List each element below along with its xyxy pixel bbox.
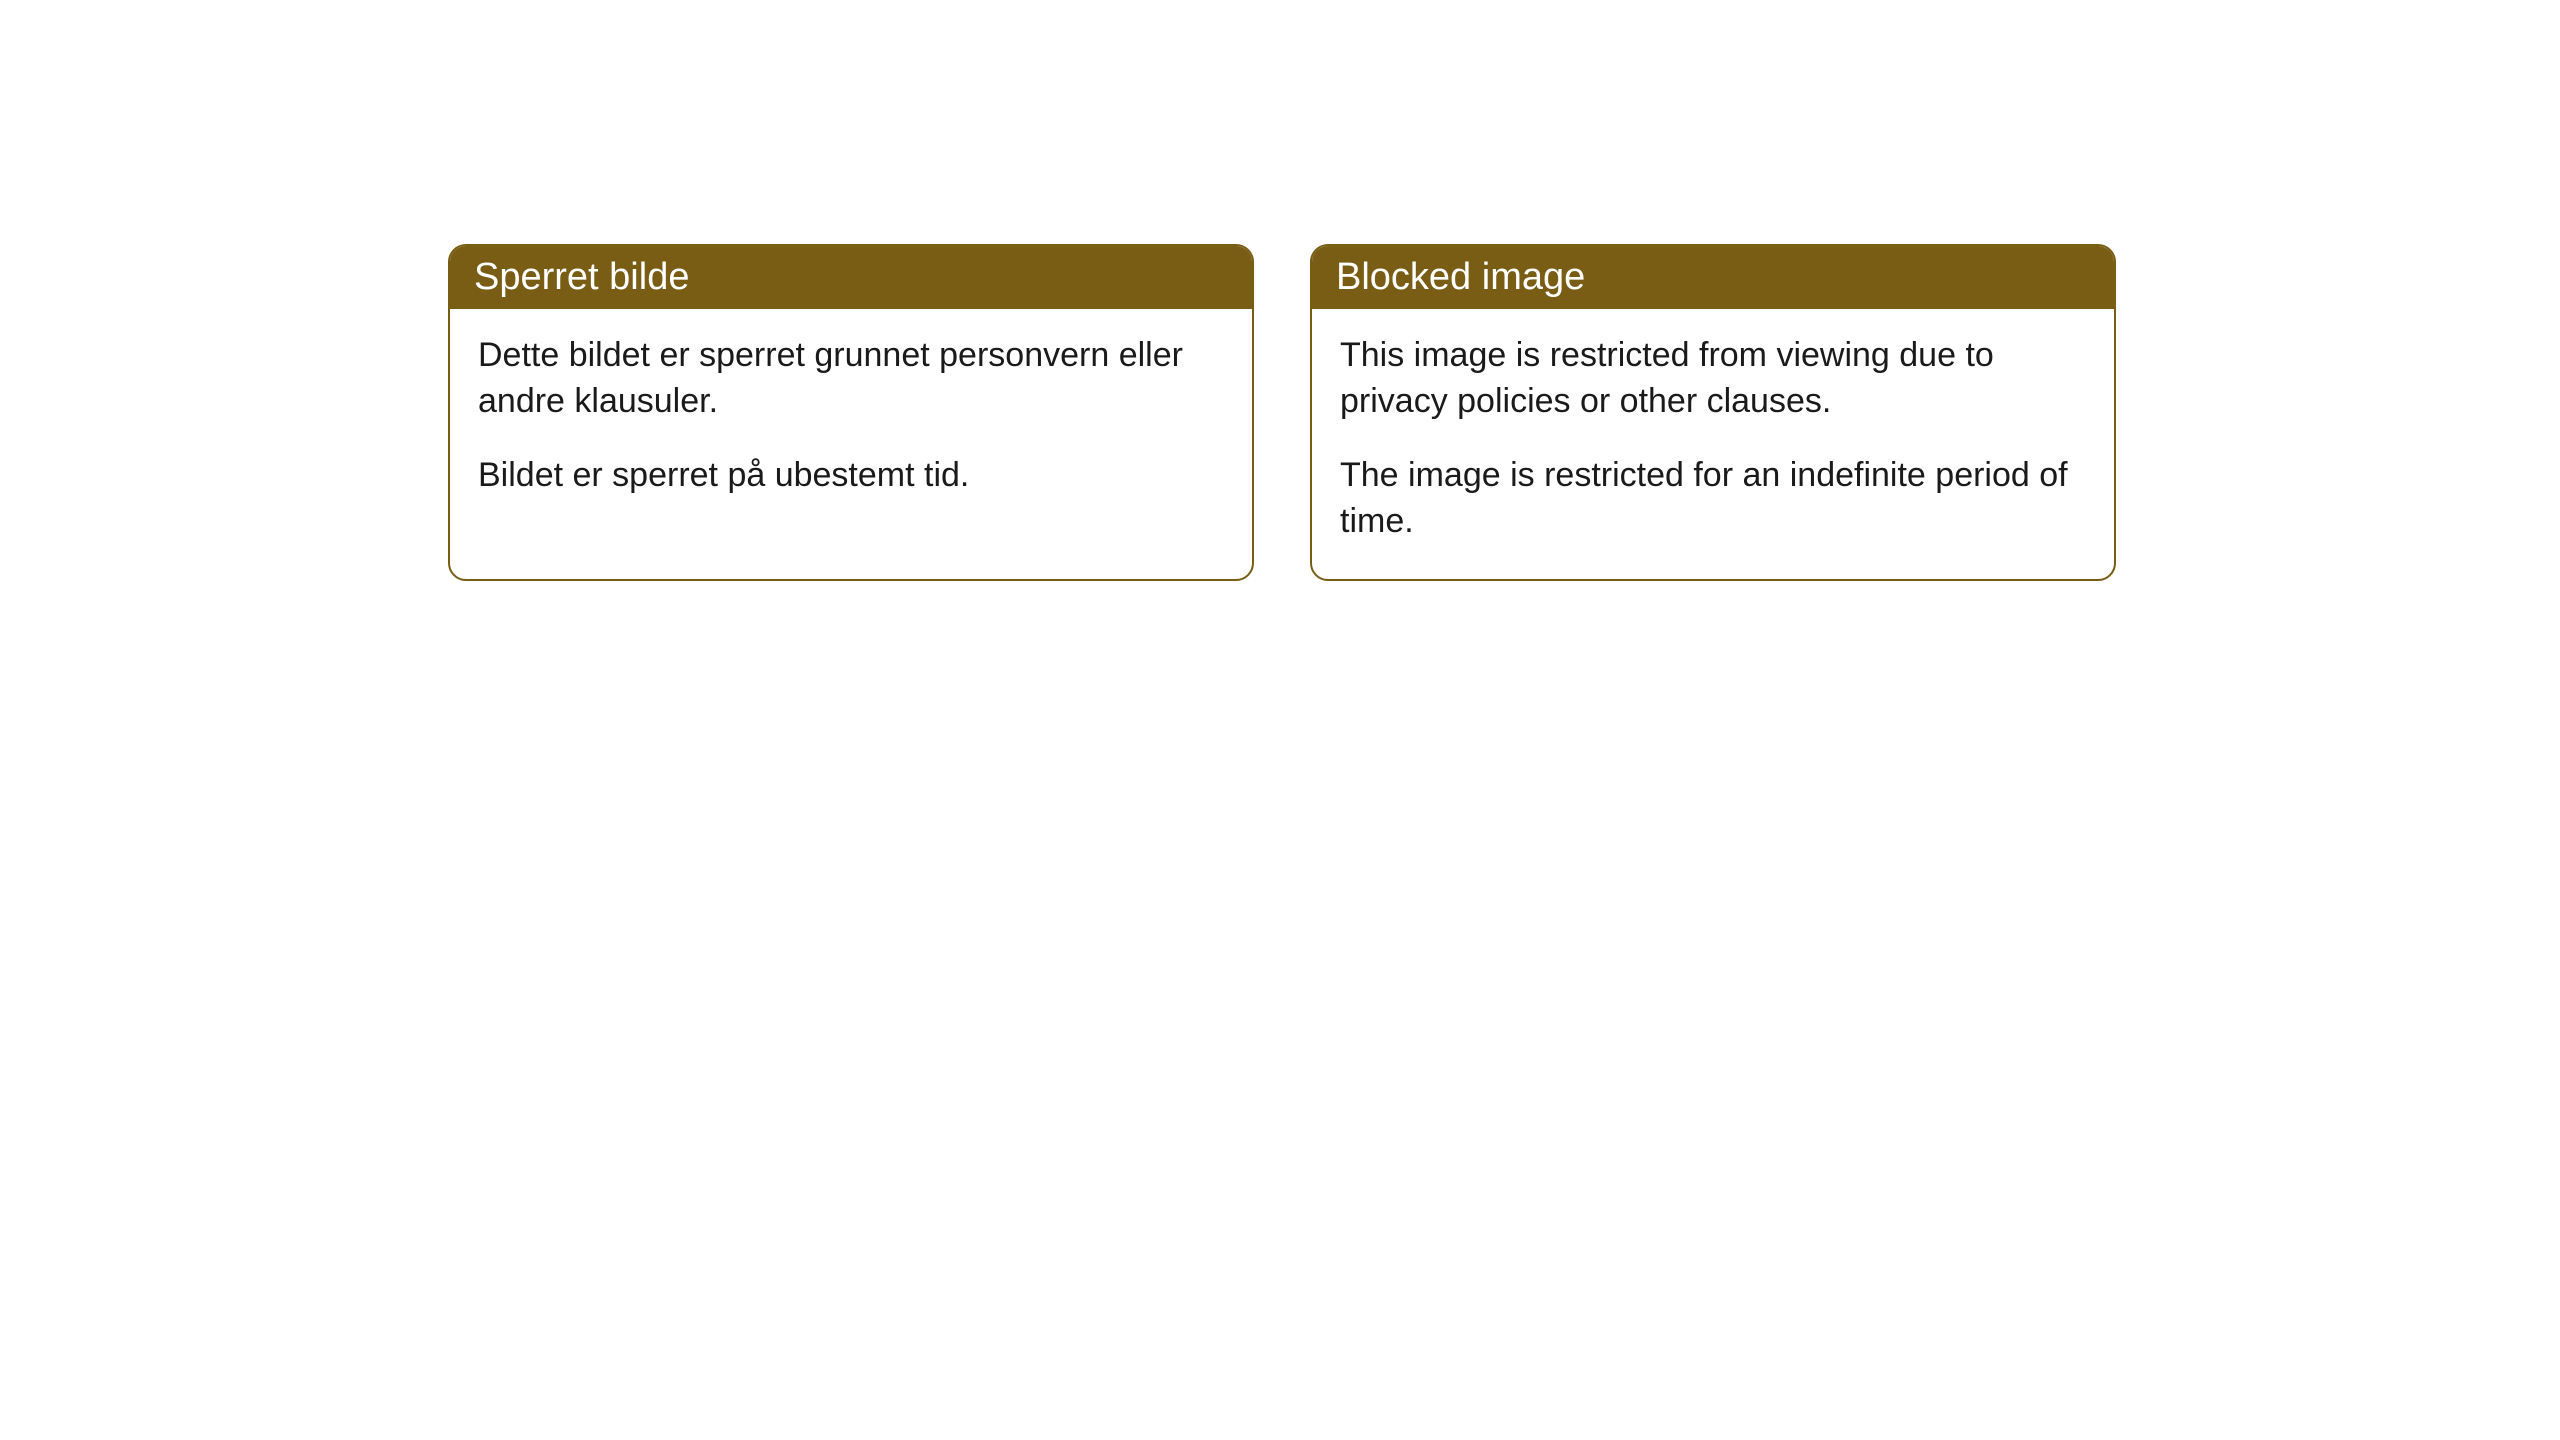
notice-container: Sperret bilde Dette bildet er sperret gr…: [448, 244, 2116, 581]
card-paragraph: The image is restricted for an indefinit…: [1340, 453, 2086, 545]
card-title: Sperret bilde: [474, 256, 689, 298]
card-title: Blocked image: [1336, 256, 1585, 298]
card-paragraph: Bildet er sperret på ubestemt tid.: [478, 453, 1224, 499]
card-body: Dette bildet er sperret grunnet personve…: [450, 309, 1252, 533]
card-header: Blocked image: [1312, 246, 2114, 309]
card-paragraph: Dette bildet er sperret grunnet personve…: [478, 333, 1224, 425]
card-paragraph: This image is restricted from viewing du…: [1340, 333, 2086, 425]
notice-card-english: Blocked image This image is restricted f…: [1310, 244, 2116, 581]
card-body: This image is restricted from viewing du…: [1312, 309, 2114, 579]
notice-card-norwegian: Sperret bilde Dette bildet er sperret gr…: [448, 244, 1254, 581]
card-header: Sperret bilde: [450, 246, 1252, 309]
